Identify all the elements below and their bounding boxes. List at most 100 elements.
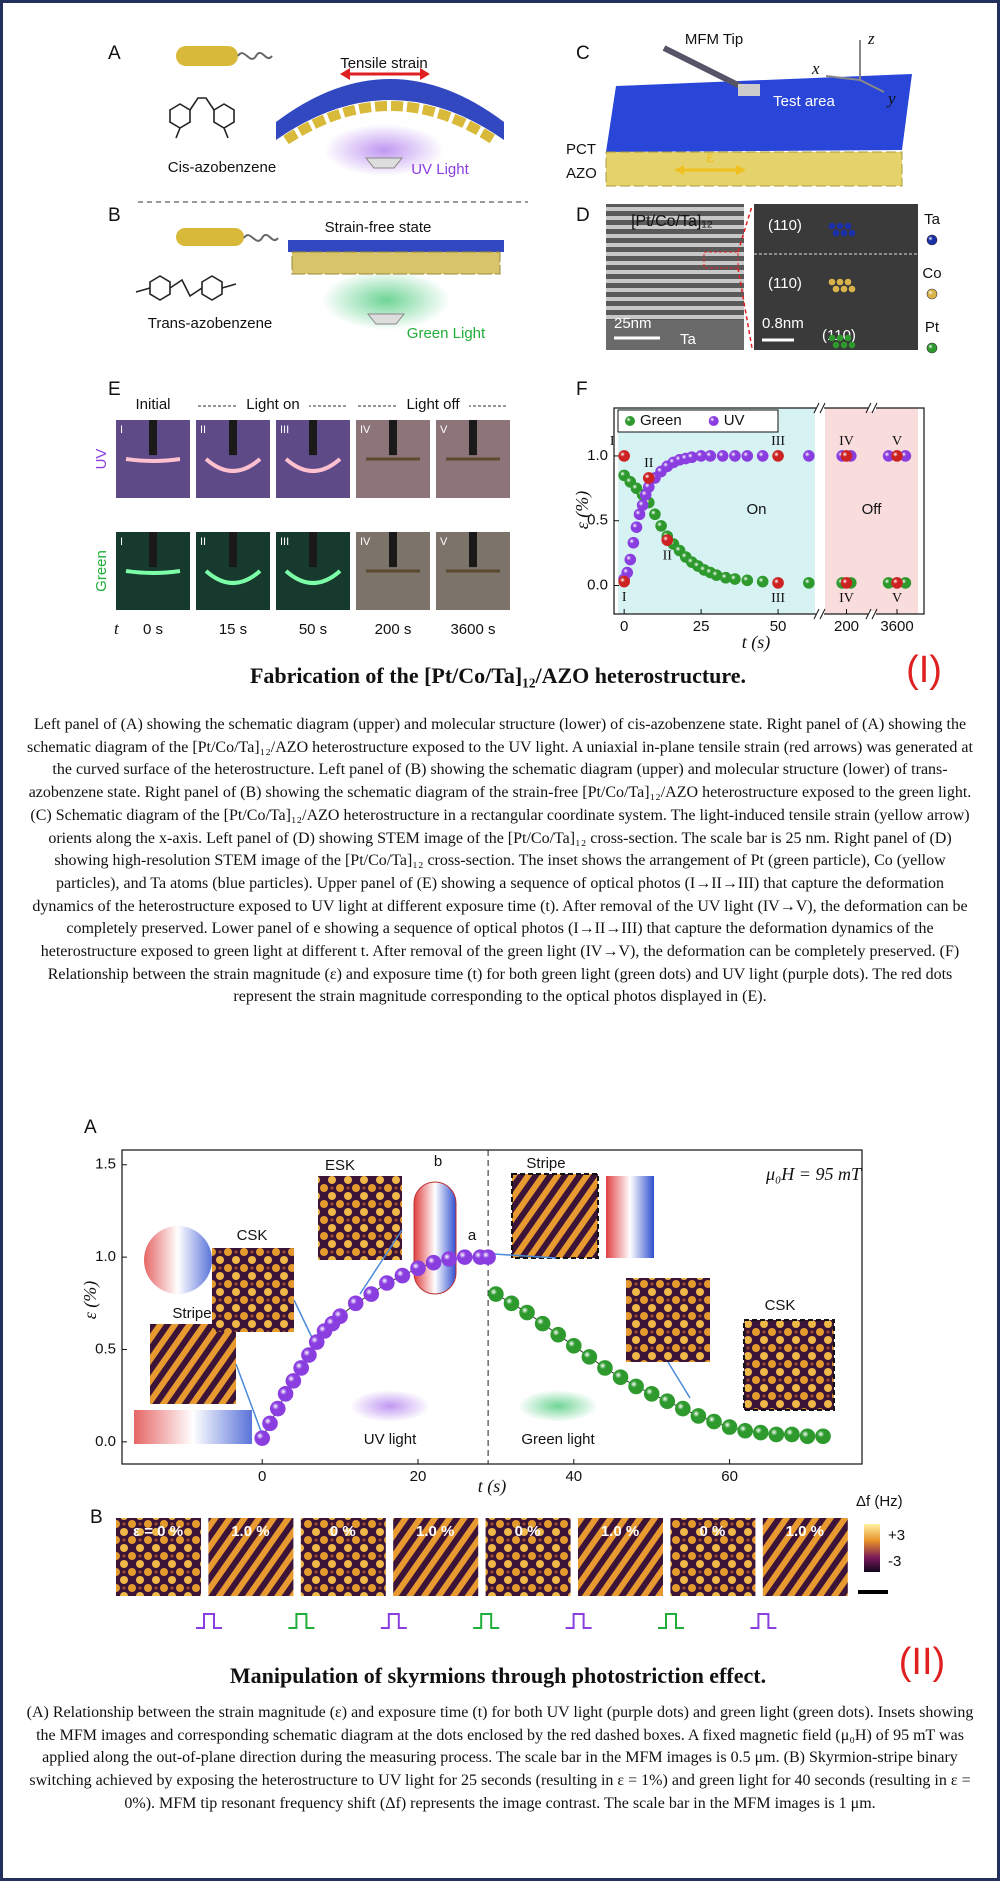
molecule: [169, 97, 235, 139]
sample: [204, 569, 262, 585]
atom: [848, 285, 856, 293]
point: [649, 508, 661, 521]
atom: [844, 278, 852, 286]
inset-label: CSK: [237, 1227, 268, 1244]
annotation: Ta: [680, 331, 697, 348]
holder: [469, 532, 477, 568]
point-label: III: [771, 434, 785, 449]
frame-label: IV: [360, 424, 371, 436]
point: [721, 1419, 738, 1435]
point: [456, 1249, 473, 1265]
point: [741, 450, 754, 462]
stage-label: Light off: [406, 396, 460, 413]
point: [480, 1249, 496, 1265]
holder: [229, 420, 237, 456]
y-tick-label: 0.0: [95, 1433, 116, 1450]
dimension-label: b: [434, 1153, 442, 1170]
colorbar: [864, 1524, 880, 1572]
molecule: [135, 275, 237, 301]
point: [756, 575, 769, 588]
atom: [836, 334, 844, 342]
slab-top: [606, 74, 912, 152]
atom: [844, 222, 852, 230]
atom: [840, 341, 848, 349]
colorbar-tick: +3: [888, 1527, 905, 1544]
axis-break-gap: [868, 611, 876, 617]
atom-name: Pt: [925, 319, 940, 336]
pointer: [359, 1229, 403, 1295]
point: [630, 521, 643, 533]
arrow-head: [340, 68, 430, 80]
point: [550, 1326, 567, 1343]
annotation: ε: [706, 147, 714, 166]
axis-break: [865, 608, 878, 620]
atom: [840, 285, 848, 293]
x-tick-label: 3600: [880, 618, 913, 635]
mfm-inset: [212, 1248, 294, 1332]
point: [293, 1360, 309, 1376]
point-label: V: [892, 591, 902, 606]
point: [285, 1373, 302, 1389]
glow: [322, 270, 450, 330]
atom-name: Ta: [924, 211, 941, 228]
mfm-frame: [393, 1518, 479, 1596]
light-pulse: [750, 1613, 777, 1629]
figure-tag: (II): [899, 1641, 945, 1683]
panel-label: B: [90, 1507, 103, 1528]
point: [347, 1295, 364, 1312]
frame-label: 0 %: [330, 1523, 356, 1540]
frame-label: II: [200, 424, 206, 436]
colorbar-tick: -3: [888, 1553, 901, 1570]
mfm-frame: [300, 1518, 386, 1596]
point: [301, 1347, 317, 1363]
x-tick-label: 50: [770, 618, 787, 635]
x-tick-label: 0: [620, 618, 628, 635]
atom: [832, 341, 840, 349]
hr-stem-image: [754, 204, 918, 350]
y-tick-label: 1.0: [95, 1248, 116, 1265]
point: [815, 1428, 831, 1445]
point: [425, 1254, 442, 1271]
mfm-inset: [150, 1324, 236, 1404]
y-axis-label: ε (%): [572, 491, 593, 530]
light-pulse: [565, 1613, 592, 1629]
row-label: UV: [93, 449, 110, 470]
axis-name: z: [867, 29, 875, 48]
atom: [828, 222, 836, 230]
point: [716, 450, 729, 462]
layer-name: AZO: [566, 165, 597, 182]
lamp: [366, 313, 406, 325]
point: [363, 1286, 380, 1302]
point: [840, 450, 853, 462]
zoom-box: [703, 251, 739, 269]
light-pulse: [473, 1613, 500, 1629]
holder: [469, 420, 477, 456]
annotation: Tensile strain: [340, 55, 428, 72]
mfm-frame: [485, 1518, 571, 1596]
time-label: 200 s: [375, 621, 412, 638]
point-label: IV: [839, 591, 854, 606]
frame-label: IV: [360, 536, 371, 548]
figure-title: Fabrication of the [Pt/Co/Ta]₁₂/AZO hete…: [250, 663, 746, 688]
annotation: MFM Tip: [685, 31, 743, 48]
point: [655, 520, 667, 532]
frame-label: II: [200, 536, 206, 548]
point-label: IV: [839, 434, 854, 449]
light-label: UV Light: [411, 161, 469, 178]
mfm-frame: [762, 1518, 848, 1596]
x-tick-label: 200: [834, 618, 859, 635]
capsule: [176, 228, 244, 246]
holder: [389, 420, 397, 456]
point: [627, 536, 640, 549]
frame-label: 0 %: [699, 1523, 725, 1540]
mfm-frame: [116, 1518, 201, 1596]
point: [488, 1286, 504, 1302]
point-label: III: [771, 591, 785, 606]
point: [628, 1378, 644, 1395]
y-tick-label: 1.0: [587, 447, 608, 464]
point: [332, 1308, 348, 1325]
point: [379, 1275, 395, 1291]
point: [772, 450, 784, 462]
y-axis-label: ε (%): [80, 1281, 101, 1320]
